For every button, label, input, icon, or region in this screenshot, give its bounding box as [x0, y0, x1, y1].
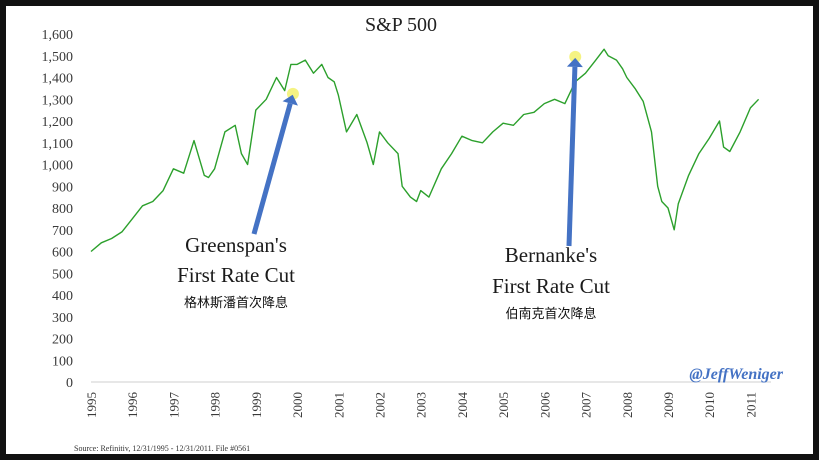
y-tick-label: 1,500 [42, 50, 74, 65]
x-tick-label: 2000 [290, 392, 305, 418]
x-tick-label: 2006 [537, 392, 552, 419]
sp500-chart: S&P 500 0 100 200 300 400 500 600 700 800 900 1,00… [42, 14, 784, 453]
y-tick-label: 500 [52, 267, 73, 282]
chart-frame: S&P 500 0 100 200 300 400 500 600 700 800 900 1,00… [6, 6, 813, 454]
x-tick-label: 2008 [620, 392, 635, 418]
annotations-layer: Greenspan's First Rate Cut 格林斯潘首次降息 Bernank… [177, 50, 610, 322]
annotation-arrow [251, 102, 293, 235]
y-axis-ticks: 0 100 200 300 400 500 600 700 800 900 1,000 1,100 1,… [42, 28, 74, 391]
x-tick-label: 2009 [661, 392, 676, 418]
sp500-series-line [90, 48, 760, 253]
x-tick-label: 1995 [84, 392, 99, 418]
x-tick-label: 2004 [455, 392, 470, 419]
y-tick-label: 1,200 [42, 115, 74, 130]
x-tick-label: 2011 [743, 392, 758, 418]
annotation-subtitle: First Rate Cut [492, 274, 610, 298]
y-tick-label: 300 [52, 311, 73, 326]
y-tick-label: 400 [52, 289, 73, 304]
annotation-title: Greenspan's [185, 233, 287, 257]
y-tick-label: 1,000 [42, 159, 74, 174]
y-tick-label: 100 [52, 354, 73, 369]
y-tick-label: 800 [52, 202, 73, 217]
annotation-chinese: 伯南克首次降息 [505, 306, 596, 322]
annotation-arrow [566, 66, 578, 247]
annotation-arrowhead [566, 57, 583, 68]
y-tick-label: 1,400 [42, 72, 74, 87]
y-tick-label: 0 [66, 376, 73, 391]
credit-handle: @JeffWeniger [689, 366, 783, 383]
x-tick-label: 1999 [249, 392, 264, 418]
annotation-chinese: 格林斯潘首次降息 [184, 295, 288, 311]
annotation-title: Bernanke's [505, 243, 597, 267]
y-tick-label: 200 [52, 333, 73, 348]
annotation-arrowhead [282, 94, 298, 106]
y-tick-label: 1,100 [42, 137, 74, 152]
y-tick-label: 600 [52, 246, 73, 261]
x-tick-label: 2005 [496, 392, 511, 418]
x-tick-label: 2007 [579, 392, 594, 419]
y-tick-label: 900 [52, 180, 73, 195]
y-tick-label: 700 [52, 224, 73, 239]
x-tick-label: 1996 [125, 392, 140, 419]
chart-title: S&P 500 [365, 14, 437, 36]
x-tick-label: 2010 [702, 392, 717, 418]
series-layer [90, 48, 760, 253]
x-axis-ticks: 1995 1996 1997 1998 1999 2000 2001 2002 2003 2004… [84, 392, 758, 419]
source-note: Source: Refinitiv, 12/31/1995 - 12/31/20… [74, 444, 250, 453]
x-tick-label: 2002 [372, 392, 387, 418]
y-tick-label: 1,300 [42, 93, 74, 108]
annotation-subtitle: First Rate Cut [177, 263, 295, 287]
x-tick-label: 2003 [414, 392, 429, 418]
x-tick-label: 2001 [331, 392, 346, 418]
y-tick-label: 1,600 [42, 28, 74, 43]
x-tick-label: 1998 [208, 392, 223, 418]
x-tick-label: 1997 [166, 392, 181, 419]
rate-cut-marker [569, 50, 582, 63]
